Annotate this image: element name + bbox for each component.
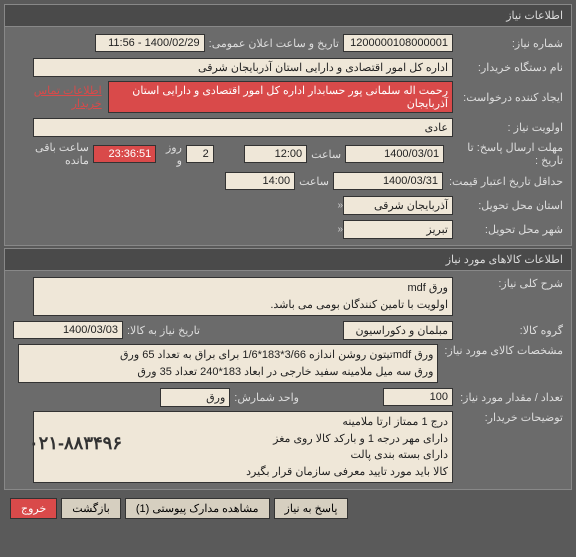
goods-group-label: گروه کالا: xyxy=(453,324,563,337)
deadline-days-label: روز و xyxy=(156,141,186,167)
general-desc-label: شرح کلی نیاز: xyxy=(453,277,563,290)
buyer-org-label: نام دستگاه خریدار: xyxy=(453,61,563,74)
button-bar: پاسخ به نیاز مشاهده مدارک پیوستی (1) باز… xyxy=(4,492,572,525)
goods-info-header: اطلاعات کالاهای مورد نیاز xyxy=(5,249,571,271)
goods-info-body: شرح کلی نیاز: ورق mdf اولویت با تامین کن… xyxy=(5,271,571,489)
min-valid-time-label: ساعت xyxy=(295,175,333,188)
buyer-contact-link[interactable]: اطلاعات تماس خریدار xyxy=(13,84,108,110)
chevron-down-icon: « xyxy=(333,200,343,211)
row-creator: ایجاد کننده درخواست: رحمت اله سلمانی پور… xyxy=(9,79,567,115)
deadline-days: 2 xyxy=(186,145,214,163)
buyer-org-value: اداره کل امور اقتصادی و دارایی استان آذر… xyxy=(33,58,453,77)
row-goods-spec: مشخصات کالای مورد نیاز: ورق mdfتیتون روش… xyxy=(9,342,567,385)
deadline-label: مهلت ارسال پاسخ: تا تاریخ : xyxy=(444,141,563,167)
row-min-valid: حداقل تاریخ اعتبار قیمت: 1400/03/31 ساعت… xyxy=(9,169,567,193)
min-valid-date: 1400/03/31 xyxy=(333,172,443,190)
public-datetime-value: 1400/02/29 - 11:56 xyxy=(95,34,205,52)
deadline-date: 1400/03/01 xyxy=(345,145,444,163)
need-info-header: اطلاعات نیاز xyxy=(5,5,571,27)
creator-label: ایجاد کننده درخواست: xyxy=(453,91,563,104)
min-valid-label: حداقل تاریخ اعتبار قیمت: xyxy=(443,175,563,188)
delivery-city-label: شهر محل تحویل: xyxy=(453,223,563,236)
need-number-value: 1200000108000001 xyxy=(343,34,453,52)
need-info-title: اطلاعات نیاز xyxy=(506,10,563,22)
chevron-down-icon: « xyxy=(333,224,343,235)
priority-label: اولویت نیاز : xyxy=(453,121,563,134)
need-info-body: شماره نیاز: 1200000108000001 تاریخ و ساع… xyxy=(5,27,571,245)
deadline-time: 12:00 xyxy=(244,145,307,163)
goods-info-panel: اطلاعات کالاهای مورد نیاز شرح کلی نیاز: … xyxy=(4,248,572,490)
respond-button[interactable]: پاسخ به نیاز xyxy=(274,498,349,519)
min-valid-time: 14:00 xyxy=(225,172,295,190)
qty-value: 100 xyxy=(383,388,453,406)
delivery-prov-value: آذربایجان شرقی xyxy=(343,196,453,215)
need-number-label: شماره نیاز: xyxy=(453,37,563,50)
public-datetime-label: تاریخ و ساعت اعلان عمومی: xyxy=(205,37,343,50)
row-priority: اولویت نیاز : عادی xyxy=(9,115,567,139)
delivery-city-value: تبریز xyxy=(343,220,453,239)
deadline-time-label: ساعت xyxy=(307,148,345,161)
buyer-notes-label: توضیحات خریدار: xyxy=(453,411,563,424)
goods-date-label: تاریخ نیاز به کالا: xyxy=(123,324,204,337)
goods-group-value: مبلمان و دکوراسیون xyxy=(343,321,453,340)
goods-spec-value: ورق mdfتیتون روشن اندازه 3/66*183*1/6 بر… xyxy=(18,344,438,383)
row-delivery-prov: استان محل تحویل: آذربایجان شرقی « xyxy=(9,193,567,217)
delivery-prov-label: استان محل تحویل: xyxy=(453,199,563,212)
priority-value: عادی xyxy=(33,118,453,137)
row-buyer-notes: توضیحات خریدار: درج 1 ممتاز ارتا ملامینه… xyxy=(9,409,567,485)
row-goods-group: گروه کالا: مبلمان و دکوراسیون تاریخ نیاز… xyxy=(9,318,567,342)
general-desc-value: ورق mdf اولویت با تامین کنندگان بومی می … xyxy=(33,277,453,316)
row-general-desc: شرح کلی نیاز: ورق mdf اولویت با تامین کن… xyxy=(9,275,567,318)
goods-date-value: 1400/03/03 xyxy=(13,321,123,339)
row-deadline: مهلت ارسال پاسخ: تا تاریخ : 1400/03/01 س… xyxy=(9,139,567,169)
goods-spec-label: مشخصات کالای مورد نیاز: xyxy=(438,344,563,357)
row-need-number: شماره نیاز: 1200000108000001 تاریخ و ساع… xyxy=(9,31,567,55)
unit-label: واحد شمارش: xyxy=(230,391,303,404)
row-delivery-city: شهر محل تحویل: تبریز « xyxy=(9,217,567,241)
goods-info-title: اطلاعات کالاهای مورد نیاز xyxy=(446,254,563,266)
back-button[interactable]: بازگشت xyxy=(61,498,121,519)
exit-button[interactable]: خروج xyxy=(10,498,57,519)
qty-label: تعداد / مقدار مورد نیاز: xyxy=(453,391,563,404)
deadline-remain-label: ساعت باقی مانده xyxy=(13,141,93,167)
need-info-panel: اطلاعات نیاز شماره نیاز: 120000010800000… xyxy=(4,4,572,246)
attachments-button[interactable]: مشاهده مدارک پیوستی (1) xyxy=(125,498,270,519)
unit-value: ورق xyxy=(160,388,230,407)
phone-overlay: ۰۲۱-۸۸۳۴۹۶ xyxy=(29,433,122,454)
creator-value: رحمت اله سلمانی پور حسابدار اداره کل امو… xyxy=(108,81,453,113)
row-qty: تعداد / مقدار مورد نیاز: 100 واحد شمارش:… xyxy=(9,385,567,409)
deadline-remain: 23:36:51 xyxy=(93,145,156,163)
row-buyer-org: نام دستگاه خریدار: اداره کل امور اقتصادی… xyxy=(9,55,567,79)
